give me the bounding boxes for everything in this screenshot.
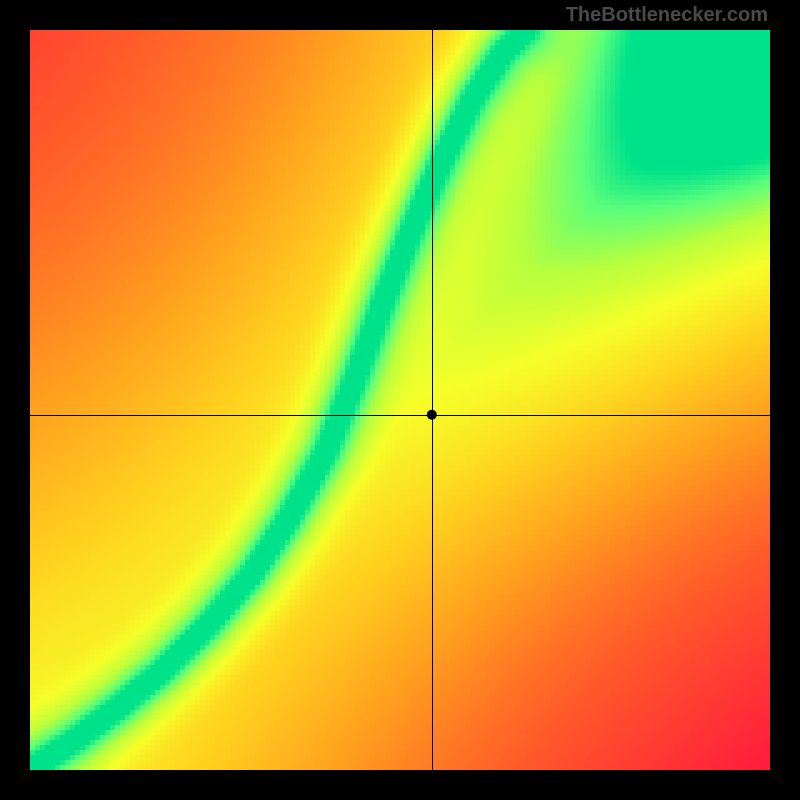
overlay-canvas [0,0,800,800]
watermark-text: TheBottlenecker.com [566,4,768,27]
chart-container: TheBottlenecker.com [0,0,800,800]
